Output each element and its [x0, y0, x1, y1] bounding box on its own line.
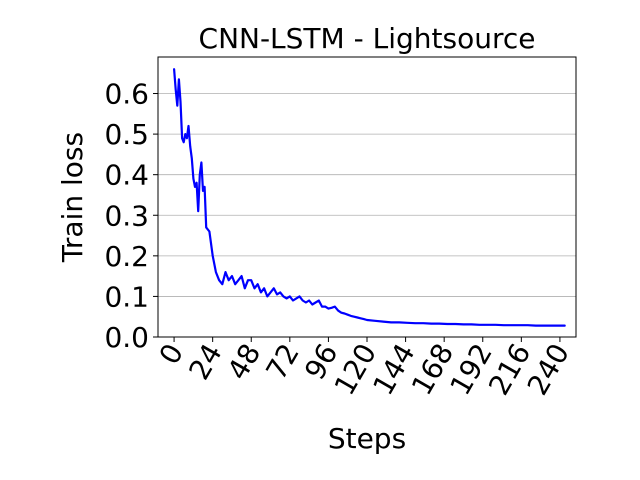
x-axis-label: Steps [328, 422, 406, 455]
grid-lines [158, 93, 576, 338]
y-tick-label: 0.3 [104, 199, 149, 232]
y-axis: 0.0 0.1 0.2 0.3 0.4 0.5 0.6 [104, 78, 158, 354]
y-tick-label: 0.4 [104, 159, 149, 192]
y-axis-label: Train loss [56, 132, 89, 263]
series-layer [173, 68, 566, 327]
y-tick-label: 0.6 [104, 78, 149, 111]
chart-title: CNN-LSTM - Lightsource [199, 22, 536, 55]
y-tick-label: 0.1 [104, 280, 149, 313]
train-loss-line [173, 68, 566, 327]
y-tick-label: 0.5 [104, 118, 149, 151]
y-tick-label: 0.0 [104, 321, 149, 354]
y-tick-label: 0.2 [104, 240, 149, 273]
